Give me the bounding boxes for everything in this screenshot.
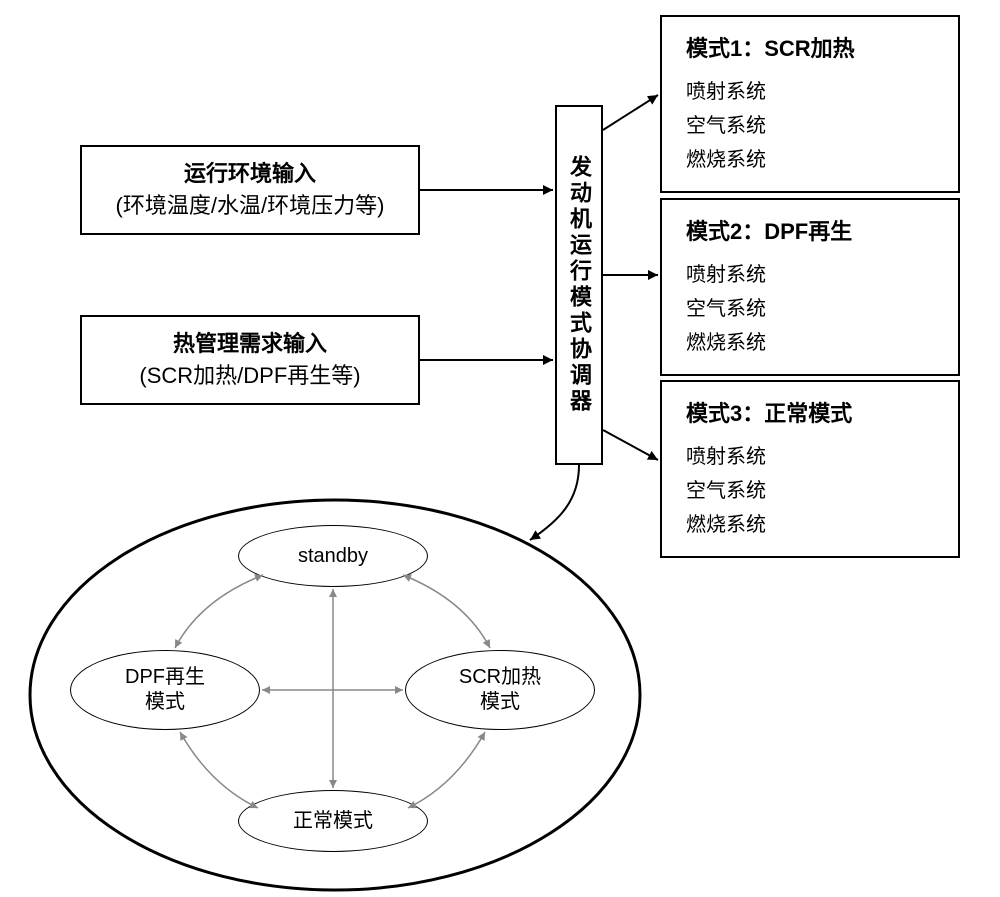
- coordinator-label: 发动机运行模式协调器: [563, 155, 595, 415]
- state-scr-label-2: 模式: [480, 690, 520, 715]
- input-thermal-subtitle: (SCR加热/DPF再生等): [139, 360, 360, 392]
- state-standby-label: standby: [298, 544, 368, 569]
- edge-standby-dpf: [175, 575, 263, 648]
- mode-1-line-3: 燃烧系统: [686, 143, 940, 177]
- input-env-subtitle: (环境温度/水温/环境压力等): [116, 190, 385, 222]
- edge-dpf-normal: [180, 732, 258, 808]
- mode-1-box: 模式1：SCR加热 喷射系统 空气系统 燃烧系统: [660, 15, 960, 193]
- mode-3-line-1: 喷射系统: [686, 440, 940, 474]
- mode-2-line-3: 燃烧系统: [686, 326, 940, 360]
- state-standby-node: standby: [238, 525, 428, 587]
- input-thermal-box: 热管理需求输入 (SCR加热/DPF再生等): [80, 315, 420, 405]
- mode-2-title: 模式2：DPF再生: [686, 214, 940, 246]
- mode-3-line-2: 空气系统: [686, 474, 940, 508]
- mode-2-box: 模式2：DPF再生 喷射系统 空气系统 燃烧系统: [660, 198, 960, 376]
- mode-3-box: 模式3：正常模式 喷射系统 空气系统 燃烧系统: [660, 380, 960, 558]
- mode-1-title: 模式1：SCR加热: [686, 31, 940, 63]
- state-normal-node: 正常模式: [238, 790, 428, 852]
- mode-3-line-3: 燃烧系统: [686, 508, 940, 542]
- coordinator-box: 发动机运行模式协调器: [555, 105, 603, 465]
- edge-scr-normal: [408, 732, 485, 808]
- mode-2-line-1: 喷射系统: [686, 258, 940, 292]
- state-normal-label: 正常模式: [293, 809, 373, 834]
- mode-3-title: 模式3：正常模式: [686, 396, 940, 428]
- mode-1-line-1: 喷射系统: [686, 75, 940, 109]
- mode-2-line-2: 空气系统: [686, 292, 940, 326]
- state-dpf-label-2: 模式: [145, 690, 185, 715]
- input-thermal-title: 热管理需求输入: [173, 328, 327, 360]
- arrow-coord-to-states: [530, 465, 579, 540]
- state-dpf-node: DPF再生 模式: [70, 650, 260, 730]
- state-scr-label-1: SCR加热: [459, 665, 541, 690]
- mode-1-line-2: 空气系统: [686, 109, 940, 143]
- state-dpf-label-1: DPF再生: [125, 665, 205, 690]
- arrow-coord-mode1: [603, 95, 658, 130]
- input-env-title: 运行环境输入: [184, 158, 316, 190]
- input-env-box: 运行环境输入 (环境温度/水温/环境压力等): [80, 145, 420, 235]
- edge-standby-scr: [403, 575, 490, 648]
- state-scr-node: SCR加热 模式: [405, 650, 595, 730]
- arrow-coord-mode3: [603, 430, 658, 460]
